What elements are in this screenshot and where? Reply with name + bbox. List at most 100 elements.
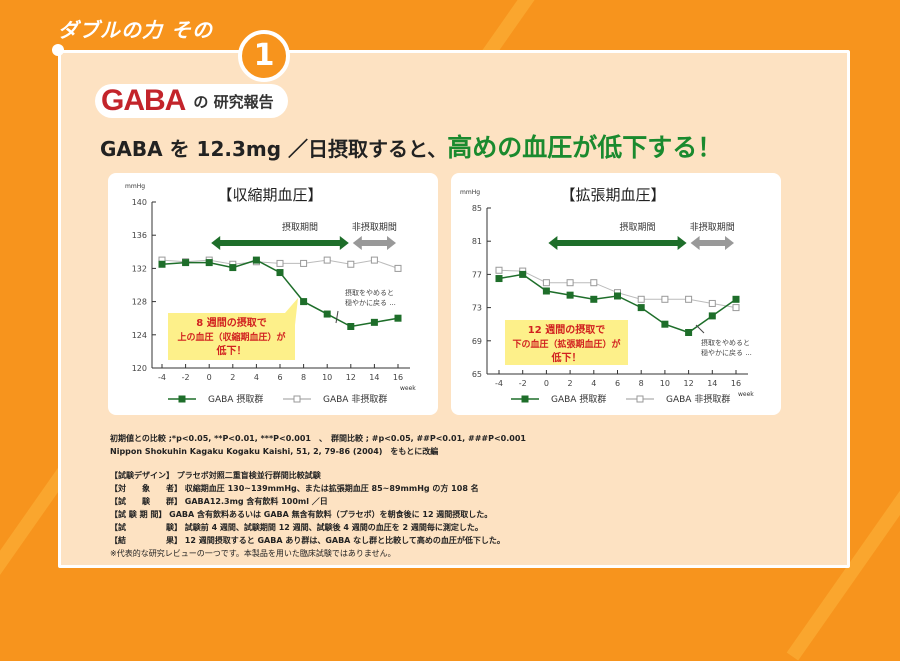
gaba-title-pill: GABA の 研究報告 xyxy=(95,84,288,118)
note-text: 摂取をやめると xyxy=(345,288,394,297)
y-tick-label: 65 xyxy=(472,370,482,379)
y-unit-label: mmHg xyxy=(125,183,145,190)
x-tick-label: -4 xyxy=(158,373,166,382)
period-arrow xyxy=(690,236,734,250)
data-point xyxy=(590,295,598,303)
callout-text: 低下！ xyxy=(551,351,582,364)
gaba-logo: GABA xyxy=(101,84,186,117)
data-point xyxy=(347,260,355,268)
legend-marker xyxy=(178,395,186,403)
y-tick-label: 136 xyxy=(132,231,147,240)
x-tick-label: 4 xyxy=(254,373,259,382)
x-tick-label: 8 xyxy=(639,379,644,388)
data-point xyxy=(158,260,166,268)
x-tick-label: 4 xyxy=(591,379,596,388)
subjects-note: 【対 象 者】 収縮期血圧 130~139mmHg、または拡張期血圧 85~89… xyxy=(110,484,479,493)
period-label: 摂取期間 xyxy=(282,221,318,233)
note-text: 摂取をやめると xyxy=(701,338,750,347)
diastolic-chart-card: 【拡張期血圧】 mmHg 65 69 73 77 81 85 -4 -2 0 2 4 6 8 10 12 14 16… xyxy=(451,173,781,415)
y-tick-label: 140 xyxy=(132,198,147,207)
data-point xyxy=(590,279,598,287)
chart-title: 【収縮期血圧】 xyxy=(217,186,322,204)
data-point xyxy=(323,310,331,318)
data-point xyxy=(637,304,645,312)
callout-box xyxy=(505,320,628,365)
data-point xyxy=(205,259,213,267)
legend-label: GABA 非摂取群 xyxy=(666,393,730,405)
disclaimer-note: ※代表的な研究レビューの一つです。本製品を用いた臨床試験ではありません。 xyxy=(110,549,396,558)
systolic-chart: 【収縮期血圧】 mmHg 120 124 128 132 136 140 -4 -2 0 2 4 6 8 10… xyxy=(125,183,416,405)
data-point xyxy=(323,256,331,264)
x-unit-label: week xyxy=(400,385,416,392)
y-tick-label: 128 xyxy=(132,298,147,307)
data-point xyxy=(661,320,669,328)
callout-box xyxy=(168,313,295,360)
x-tick-label: 12 xyxy=(684,379,694,388)
systolic-chart-card: 【収縮期血圧】 mmHg 120 124 128 132 136 140 -4 -2 0 2 4 6 8 10… xyxy=(108,173,438,415)
data-point xyxy=(685,295,693,303)
result-note: 【結 果】 12 週間摂取すると GABA あり群は、GABA なし群と比較して… xyxy=(110,536,505,545)
test-note: 【試 験】 試験前 4 週間、試験期間 12 週間、試験後 4 週間の血圧を 2… xyxy=(110,523,483,532)
y-tick-label: 81 xyxy=(472,237,482,246)
y-tick-label: 73 xyxy=(472,304,482,313)
legend-marker xyxy=(293,395,301,403)
data-point xyxy=(637,295,645,303)
data-point xyxy=(347,323,355,330)
x-tick-label: 12 xyxy=(346,373,356,382)
y-tick-label: 69 xyxy=(472,337,482,346)
data-point xyxy=(276,259,284,267)
data-point xyxy=(708,299,716,307)
data-point xyxy=(300,298,308,306)
data-point xyxy=(182,259,190,267)
data-point xyxy=(732,295,740,303)
period-label: 非摂取期間 xyxy=(690,221,735,233)
x-tick-label: 2 xyxy=(568,379,573,388)
period-arrow xyxy=(548,236,687,250)
data-point xyxy=(229,264,237,272)
data-point xyxy=(566,279,574,287)
x-tick-label: 16 xyxy=(393,373,403,382)
data-point xyxy=(685,329,693,336)
note-text: 穏やかに戻る ... xyxy=(701,348,752,357)
diastolic-chart: 【拡張期血圧】 mmHg 65 69 73 77 81 85 -4 -2 0 2 4 6 8 10 12 14 16… xyxy=(460,186,754,405)
callout-text: 上の血圧（収縮期血圧）が xyxy=(177,331,286,343)
x-tick-label: 6 xyxy=(615,379,620,388)
x-tick-label: 10 xyxy=(322,373,332,382)
x-tick-label: 0 xyxy=(544,379,549,388)
data-point xyxy=(252,256,260,264)
y-tick-label: 77 xyxy=(472,270,482,279)
section-kicker: ダブルの力 その xyxy=(58,18,213,42)
data-point xyxy=(661,295,669,303)
callout-text: 12 週間の摂取で xyxy=(528,323,605,336)
source-note: Nippon Shokuhin Kagaku Kogaku Kaishi, 51… xyxy=(110,447,439,456)
legend-marker xyxy=(521,395,529,403)
data-point xyxy=(708,312,716,320)
y-tick-label: 85 xyxy=(472,204,482,213)
data-point xyxy=(542,279,550,287)
callout-text: 下の血圧（拡張期血圧）が xyxy=(512,338,621,350)
note-arrow xyxy=(695,324,705,334)
legend-marker xyxy=(636,395,644,403)
legend-label: GABA 摂取群 xyxy=(208,393,263,405)
note-text: 穏やかに戻る ... xyxy=(345,298,396,307)
callout-text: 低下！ xyxy=(216,344,247,357)
callout-text: 8 週間の摂取で xyxy=(196,316,266,329)
data-point xyxy=(370,318,378,326)
series-line xyxy=(498,269,737,309)
data-point xyxy=(732,304,740,312)
legend-label: GABA 摂取群 xyxy=(551,393,606,405)
data-point xyxy=(394,264,402,272)
headline: GABA を 12.3mg ／日摂取すると、高めの血圧が低下する！ xyxy=(100,128,722,164)
x-tick-label: 16 xyxy=(731,379,741,388)
period-arrow xyxy=(211,236,349,250)
group-note: 【試 験 群】 GABA12.3mg 含有飲料 100ml ／日 xyxy=(110,497,328,506)
data-point xyxy=(542,287,550,295)
x-tick-label: 14 xyxy=(369,373,379,382)
headline-emphasis: 高めの血圧が低下する！ xyxy=(447,133,723,162)
data-point xyxy=(614,292,621,300)
y-tick-label: 120 xyxy=(132,364,147,373)
data-point xyxy=(495,266,503,274)
y-unit-label: mmHg xyxy=(460,189,480,196)
design-note: 【試験デザイン】 プラセボ対照二重盲検並行群間比較試験 xyxy=(110,471,321,480)
data-point xyxy=(300,259,308,267)
